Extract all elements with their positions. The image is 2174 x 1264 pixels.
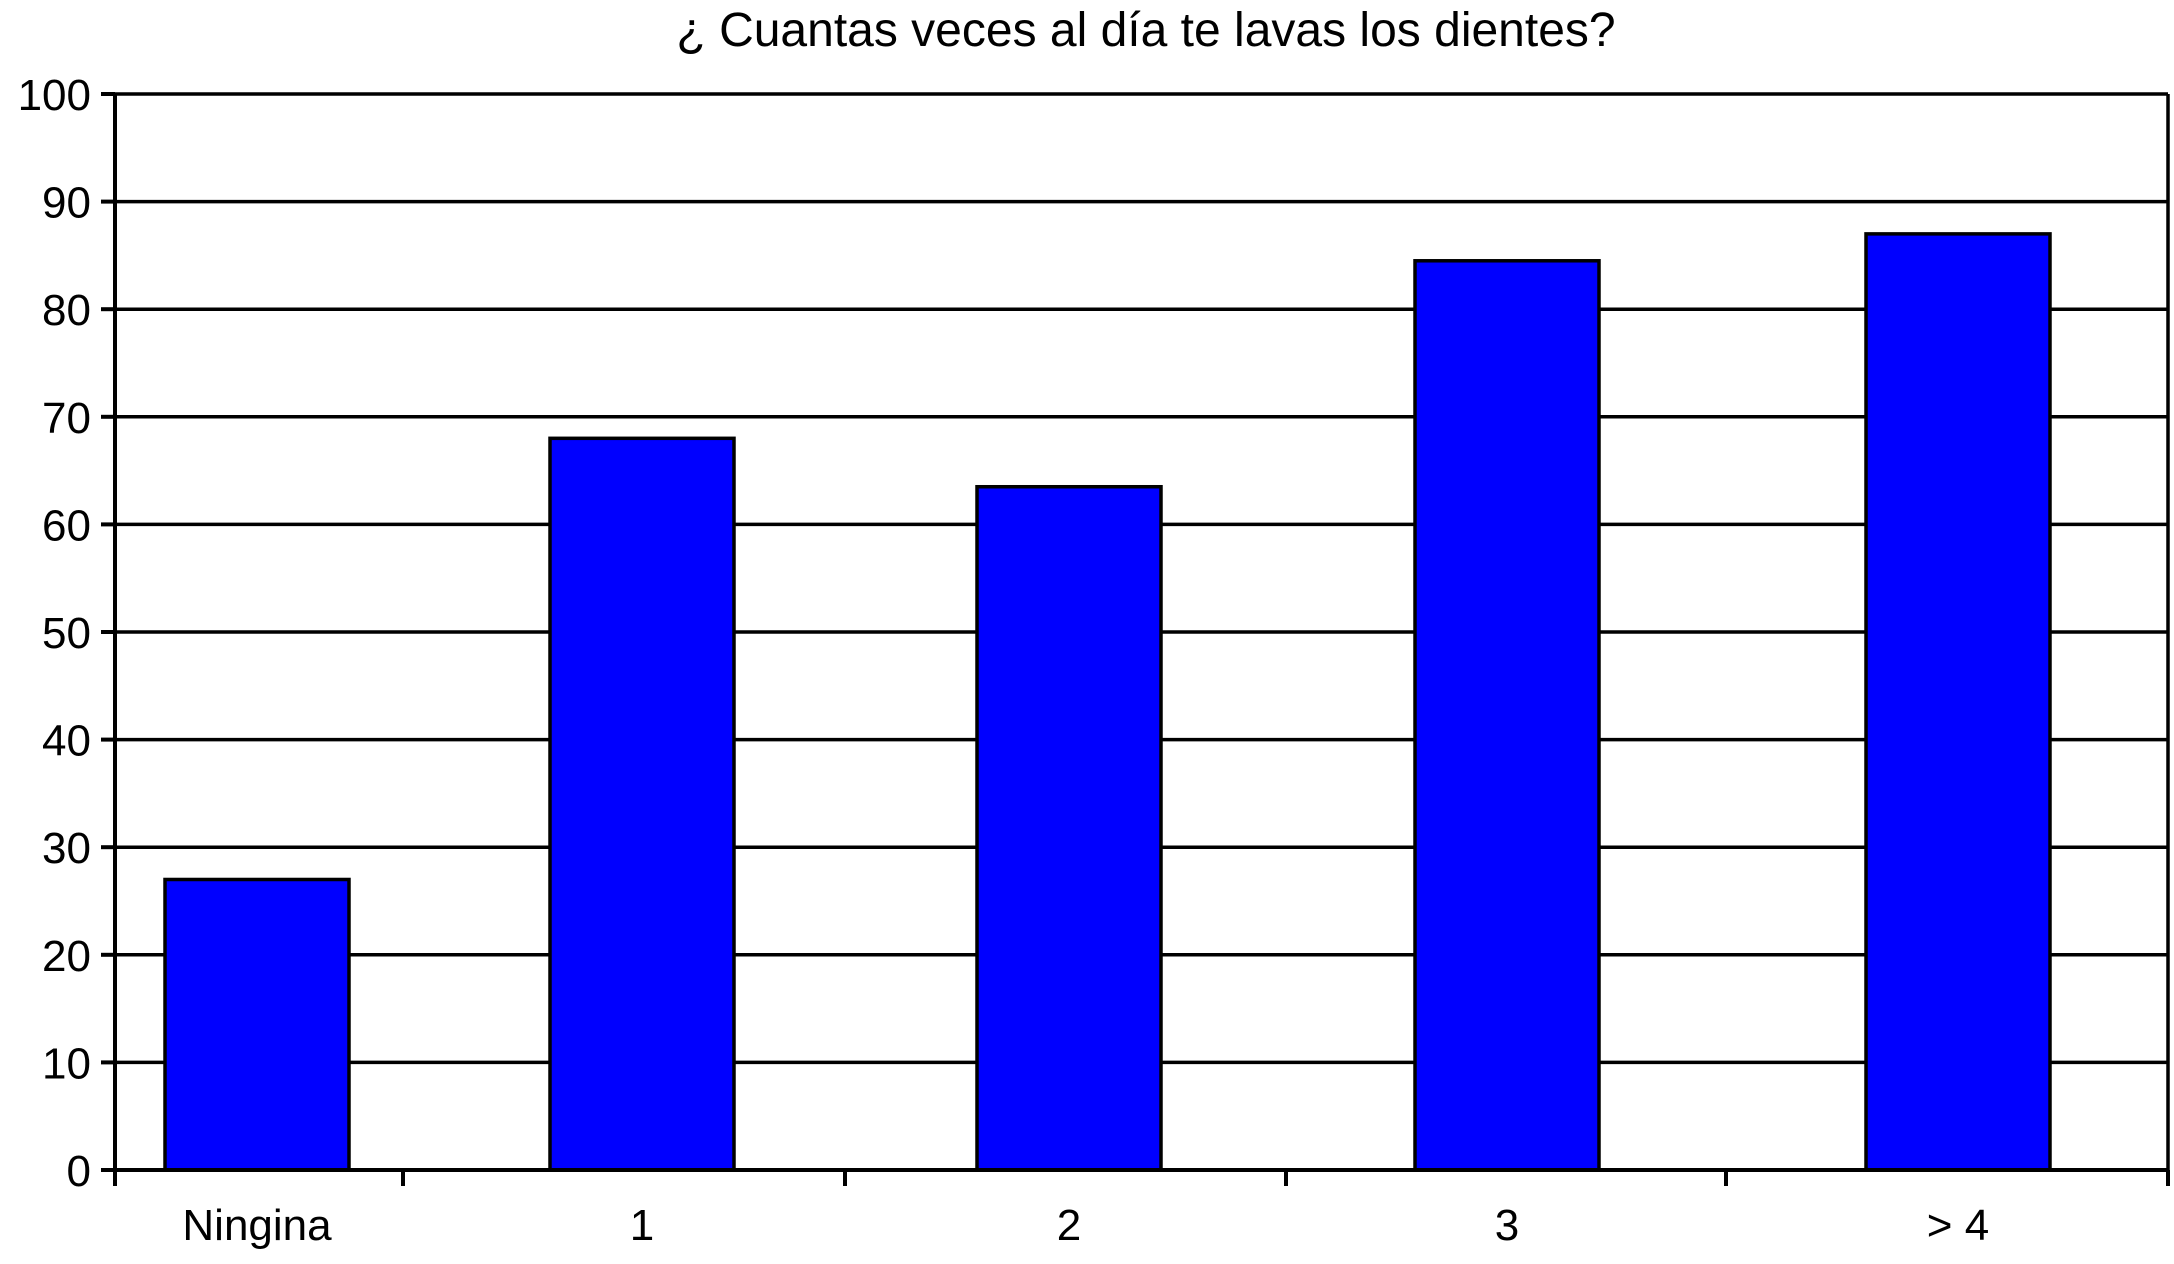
x-tick-label: 2 [1057,1201,1081,1250]
y-axis-tick-labels: 0 10 20 30 40 50 60 70 80 90 100 [18,71,91,1196]
y-tick-label: 80 [42,286,91,335]
bar [163,877,351,1172]
x-tick-label: Ningina [182,1201,332,1250]
y-tick-label: 60 [42,501,91,550]
y-tick-label: 50 [42,609,91,658]
y-tick-label: 10 [42,1039,91,1088]
y-tick-label: 0 [67,1147,91,1196]
y-tick-label: 90 [42,179,91,228]
bar [1413,259,1601,1172]
bar [1864,232,2052,1172]
chart-title: ¿ Cuantas veces al día te lavas los dien… [676,4,1615,57]
y-tick-label: 40 [42,717,91,766]
y-tick-label: 70 [42,394,91,443]
x-tick-label: 3 [1495,1201,1519,1250]
y-tick-label: 30 [42,824,91,873]
y-tick-label: 100 [18,71,91,120]
bar [548,436,736,1172]
bar [975,484,1163,1172]
y-tick-label: 20 [42,932,91,981]
bars [163,232,2052,1172]
axes [101,92,2170,1186]
x-tick-label: 1 [630,1201,654,1250]
x-axis-tick-labels: Ningina 1 2 3 > 4 [182,1201,1989,1250]
x-tick-label: > 4 [1927,1201,1989,1250]
